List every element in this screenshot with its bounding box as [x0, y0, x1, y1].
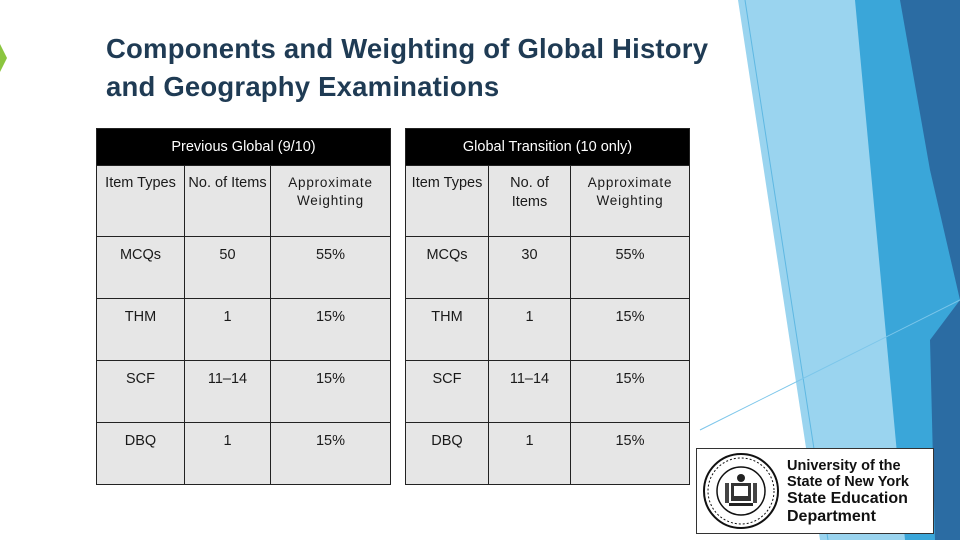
teal-dark-lower-panel: [930, 300, 960, 540]
table-row: SCF 11–14 15%: [96, 360, 391, 423]
table-cell: 1: [184, 298, 271, 361]
column-header: No. of Items: [488, 165, 571, 237]
table-header: Global Transition (10 only): [405, 128, 690, 166]
table-cell: 1: [488, 298, 571, 361]
logo-line: University of the: [787, 458, 901, 474]
slide-title: Components and Weighting of Global Histo…: [106, 33, 709, 102]
table-row: MCQs 30 55%: [405, 236, 690, 299]
logo-line: State of New York: [787, 474, 909, 490]
table-cell: 15%: [270, 298, 391, 361]
table-row: MCQs 50 55%: [96, 236, 391, 299]
table-cell: THM: [96, 298, 185, 361]
table-row: SCF 11–14 15%: [405, 360, 690, 423]
table-cell: 15%: [570, 360, 690, 423]
table-cell: 15%: [270, 360, 391, 423]
table-row: DBQ 1 15%: [96, 422, 391, 485]
table-row: DBQ 1 15%: [405, 422, 690, 485]
logo-line: Department: [787, 508, 876, 525]
teal-dark-panel: [900, 0, 960, 300]
nysed-logo: University of the State of New York Stat…: [696, 448, 934, 534]
state-seal-icon: [703, 453, 779, 529]
green-arrow-accent: [0, 44, 7, 72]
global-transition-table: Global Transition (10 only) Item Types N…: [405, 128, 690, 485]
table-cell: 1: [488, 422, 571, 485]
table-cell: 55%: [570, 236, 690, 299]
table-cell: 11–14: [488, 360, 571, 423]
logo-text: University of the State of New York Stat…: [787, 458, 909, 526]
table-row: THM 1 15%: [405, 298, 690, 361]
table-cell: SCF: [405, 360, 489, 423]
table-cell: MCQs: [96, 236, 185, 299]
thin-accent-line-2: [699, 299, 960, 431]
table-cell: 11–14: [184, 360, 271, 423]
table-cell: 15%: [570, 422, 690, 485]
logo-line: State Education: [787, 490, 908, 507]
table-cell: 15%: [570, 298, 690, 361]
table-cell: 1: [184, 422, 271, 485]
table-cell: 50: [184, 236, 271, 299]
table-cell: DBQ: [96, 422, 185, 485]
table-cell: 30: [488, 236, 571, 299]
column-header: Item Types: [96, 165, 185, 237]
column-header: Item Types: [405, 165, 489, 237]
table-cell: SCF: [96, 360, 185, 423]
table-cell: 15%: [270, 422, 391, 485]
column-header: Approximate Weighting: [270, 165, 391, 237]
table-cell: THM: [405, 298, 489, 361]
table-cell: DBQ: [405, 422, 489, 485]
table-header: Previous Global (9/10): [96, 128, 391, 166]
previous-global-table: Previous Global (9/10) Item Types No. of…: [96, 128, 391, 485]
table-cell: MCQs: [405, 236, 489, 299]
table-row: THM 1 15%: [96, 298, 391, 361]
column-header: No. of Items: [184, 165, 271, 237]
column-header: Approximate Weighting: [570, 165, 690, 237]
table-cell: 55%: [270, 236, 391, 299]
